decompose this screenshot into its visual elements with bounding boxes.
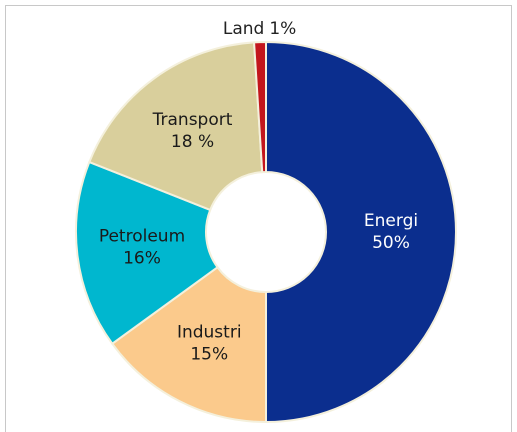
value-label: 50% — [372, 233, 410, 253]
category-label: Energi — [364, 211, 418, 231]
segment-label: Industri 15% — [177, 322, 242, 364]
value-label: 1% — [269, 19, 296, 39]
donut-segment — [110, 265, 267, 424]
donut-segment — [75, 160, 219, 346]
segment-label: Land 1% — [223, 19, 296, 39]
donut-segment — [88, 41, 264, 212]
category-label: Industri — [177, 322, 242, 342]
donut-segment — [265, 40, 457, 424]
category-label: Petroleum — [99, 227, 185, 247]
value-label: 15% — [190, 344, 228, 364]
category-label: Land — [223, 19, 264, 39]
segment-label: Petroleum 16% — [99, 227, 185, 269]
segment-label: Energi 50% — [364, 211, 418, 253]
segment-label: Transport 18 % — [152, 110, 233, 152]
value-label: 16% — [123, 249, 161, 269]
category-label: Transport — [152, 110, 233, 130]
value-label: 18 % — [171, 132, 214, 152]
donut-segment — [253, 40, 267, 174]
